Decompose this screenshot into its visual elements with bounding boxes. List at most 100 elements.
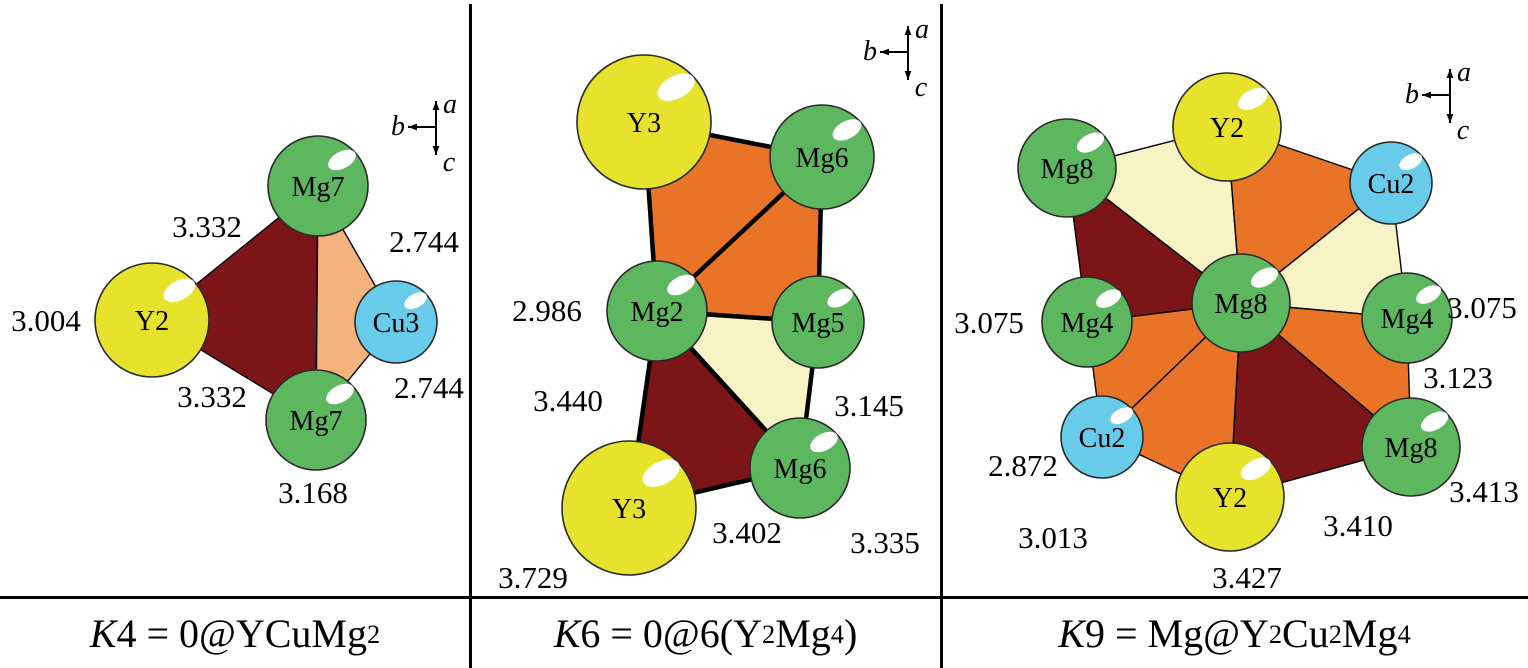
atom-label: Y3 (612, 494, 646, 525)
atom-highlight-icon (1250, 267, 1279, 288)
distance-label: 3.332 (172, 209, 242, 244)
axis-arrowhead (880, 48, 889, 56)
distance-label: 3.729 (498, 560, 568, 595)
atom-highlight-icon (328, 149, 356, 171)
coordination-polygon-1 (315, 185, 397, 421)
distance-label: 2.872 (988, 448, 1058, 483)
atom-cu2: Cu2 (1060, 395, 1144, 479)
atom-y2: Y2 (94, 262, 210, 378)
atom-label: Mg8 (1385, 433, 1438, 464)
axis-indicator: a b c (391, 89, 457, 178)
atom-mg5: Mg5 (771, 275, 865, 369)
atom-highlight-icon (1420, 411, 1449, 432)
axis-arrowhead (408, 123, 417, 131)
axis-arrowhead (904, 71, 912, 80)
atom-label: Mg4 (1061, 308, 1114, 339)
distance-label: 3.123 (1423, 360, 1493, 395)
caption-divider (0, 596, 1528, 599)
caption-segment: Mg (775, 611, 831, 656)
atom-label: Mg7 (292, 172, 345, 203)
atom-highlight-icon (832, 119, 862, 141)
panel-divider-1 (469, 4, 472, 668)
axis-label-down: c (443, 147, 456, 178)
panel-K9: Mg8 Y2 Cu2 Mg4 Mg8 Mg4 Cu2 Mg8 Y2 3.075 3.075 3.123… (954, 57, 1519, 595)
atom-mg6: Mg6 (749, 417, 851, 519)
distance-label: 3.413 (1449, 474, 1519, 509)
distance-label: 3.145 (834, 388, 904, 423)
atom-mg4: Mg4 (1361, 272, 1453, 364)
atom-label: Mg2 (631, 297, 684, 328)
atom-mg6: Mg6 (769, 104, 875, 210)
atom-highlight-icon (1399, 153, 1423, 171)
axis-label-down: c (1457, 115, 1470, 146)
axis-arrowhead (1446, 114, 1454, 123)
atom-label: Y2 (1210, 113, 1244, 144)
atom-highlight-icon (1096, 289, 1122, 308)
atom-highlight-icon (1240, 457, 1271, 481)
atom-highlight-icon (827, 288, 853, 308)
atom-mg2: Mg2 (606, 260, 708, 362)
atom-label: Cu3 (373, 308, 420, 339)
distance-label: 3.440 (533, 383, 603, 418)
axis-indicator: a b c (1405, 57, 1471, 146)
distance-label: 3.427 (1212, 560, 1282, 595)
panel-divider-2 (940, 4, 943, 668)
caption-segment: Cu (1282, 611, 1329, 656)
atom-cu2: Cu2 (1349, 141, 1433, 225)
distance-label: 3.410 (1323, 508, 1393, 543)
atom-label: Y2 (1213, 483, 1247, 514)
atom-mg7: Mg7 (265, 369, 367, 471)
axis-label-left: b (1405, 79, 1419, 110)
atom-highlight-icon (810, 431, 838, 453)
distance-label: 2.744 (389, 224, 459, 259)
atom-label: Mg8 (1041, 154, 1094, 185)
atom-label: Y3 (627, 108, 661, 139)
axis-arrowhead (1422, 91, 1431, 99)
caption-segment: ) (843, 611, 858, 656)
atom-highlight-icon (1110, 407, 1134, 425)
figure-canvas: Mg7 Y2 Cu3 Mg7 3.332 2.744 3.004 2.744 3.332 3.16… (11, 14, 1519, 595)
distance-label: 3.335 (850, 525, 920, 560)
atom-label: Mg8 (1215, 289, 1268, 320)
atom-y3: Y3 (576, 54, 712, 190)
atom-label: Mg7 (290, 406, 343, 437)
atom-highlight-icon (642, 459, 680, 487)
distance-label: 3.075 (1447, 290, 1517, 325)
caption-segment: Mg (1341, 611, 1398, 656)
axis-arrowhead (904, 26, 912, 35)
atom-mg8: Mg8 (1361, 397, 1461, 497)
atom-mg7: Mg7 (267, 135, 369, 237)
atom-label: Cu2 (1079, 423, 1126, 454)
distance-label: 3.004 (11, 303, 81, 338)
atom-label: Mg5 (792, 308, 845, 339)
atom-y3: Y3 (561, 440, 697, 576)
atom-highlight-icon (667, 274, 695, 296)
atom-highlight-icon (1237, 87, 1268, 111)
axis-label-up: a (1457, 57, 1471, 88)
distance-label: 3.402 (712, 515, 782, 550)
axis-arrowhead (432, 146, 440, 155)
atom-mg8: Mg8 (1191, 253, 1291, 353)
atom-label: Mg6 (796, 143, 849, 174)
atom-mg4: Mg4 (1041, 276, 1133, 368)
caption-segment: 4 = 0@YCuMg (116, 611, 367, 656)
atom-label: Mg6 (774, 454, 827, 485)
axis-arrowhead (432, 101, 440, 110)
panel-K6: Y3 Mg6 Mg2 Mg5 Y3 Mg6 2.986 3.440 3.145 3.729 3.40… (498, 14, 929, 595)
caption-segment: 6 = 0@6(Y (580, 611, 762, 656)
panel-K4: Mg7 Y2 Cu3 Mg7 3.332 2.744 3.004 2.744 3.332 3.16… (11, 89, 464, 510)
atom-cu3: Cu3 (354, 280, 438, 364)
caption-segment: 9 = Mg@Y (1084, 611, 1269, 656)
atom-label: Mg4 (1381, 304, 1434, 335)
atom-mg8: Mg8 (1017, 118, 1117, 218)
axis-label-down: c (915, 72, 928, 103)
atom-label: Y2 (135, 306, 169, 337)
distance-label: 3.332 (177, 379, 247, 414)
axis-label-up: a (443, 89, 457, 120)
axis-indicator: a b c (863, 14, 929, 103)
